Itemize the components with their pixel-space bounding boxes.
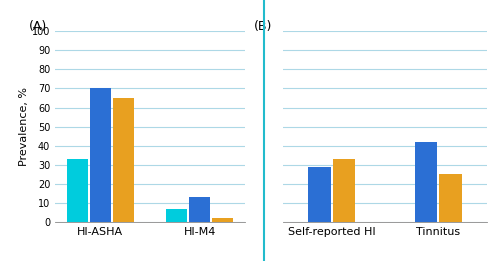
Bar [166,209,187,222]
Bar [212,218,234,222]
Bar [90,88,111,222]
Bar [440,174,462,222]
Bar [414,142,438,222]
Bar [332,159,355,222]
Bar [189,197,210,222]
Bar [308,167,330,222]
Y-axis label: Prevalence, %: Prevalence, % [19,87,29,166]
Text: (B): (B) [254,20,272,33]
Bar [66,159,88,222]
Text: (A): (A) [28,20,46,33]
Bar [113,98,134,222]
